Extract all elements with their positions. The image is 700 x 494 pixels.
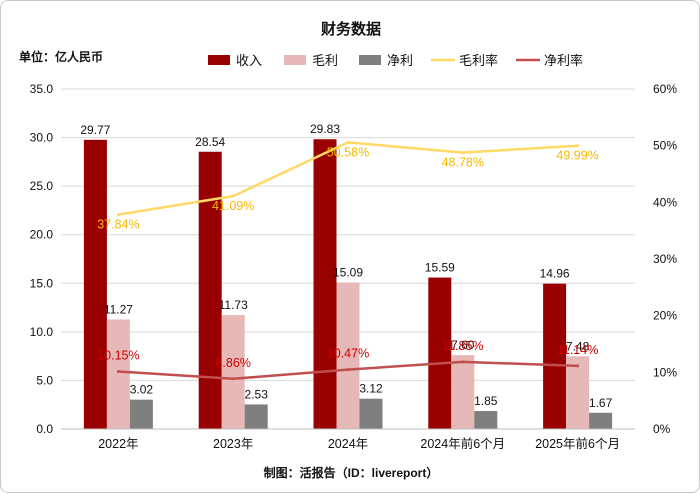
chart-title: 财务数据 — [321, 20, 381, 38]
net-margin-point — [116, 369, 120, 373]
net-margin-data-label: 8.86% — [215, 356, 250, 370]
net-margin-point — [576, 364, 580, 368]
revenue-legend-swatch — [208, 55, 230, 65]
x-tick-label: 2024年前6个月 — [420, 436, 505, 451]
gross-profit-data-label: 7.60 — [451, 338, 475, 352]
x-tick-label: 2024年 — [328, 437, 368, 451]
gross-margin-legend-label: 毛利率 — [459, 53, 498, 68]
gross-profit-bar — [221, 315, 245, 429]
revenue-bar — [83, 139, 107, 429]
revenue-bar — [313, 139, 337, 430]
left-tick-label: 10.0 — [30, 325, 54, 339]
net-margin-point — [231, 377, 235, 381]
revenue-bar — [543, 283, 567, 429]
revenue-bar — [198, 151, 222, 430]
revenue-data-label: 28.54 — [195, 135, 225, 149]
left-tick-label: 20.0 — [30, 228, 54, 242]
net-profit-data-label: 1.67 — [589, 396, 613, 410]
net-profit-legend-swatch — [359, 55, 381, 65]
x-tick-label: 2022年 — [98, 437, 138, 451]
right-tick-label: 60% — [653, 82, 677, 96]
net-margin-data-label: 11.14% — [557, 343, 598, 357]
legend: 收入 毛利 净利 毛利率 净利率 — [208, 53, 583, 68]
line-series-group: 37.84% 41.09% 50.58% 48.78% 49.99% 10.15% 8.86… — [97, 140, 599, 381]
gross-profit-bar — [566, 356, 590, 429]
net-profit-data-label: 3.02 — [130, 383, 154, 397]
net-margin-point — [461, 360, 465, 364]
left-tick-label: 15.0 — [30, 276, 54, 290]
right-tick-label: 20% — [653, 309, 677, 323]
net-profit-bar — [244, 404, 268, 429]
revenue-bar — [428, 277, 452, 429]
gross-profit-bar — [106, 319, 130, 429]
bar-series-group: 29.77 11.27 3.02 28.54 11.73 2.53 29.83 15.09 3.… — [80, 122, 613, 430]
unit-label: 单位：亿人民币 — [19, 49, 103, 64]
gross-profit-data-label: 11.27 — [104, 303, 133, 317]
x-tick-label: 2023年 — [213, 437, 253, 451]
source-note: 制图：活报告（ID：livereport） — [264, 465, 439, 480]
net-profit-data-label: 2.53 — [245, 387, 269, 401]
left-tick-label: 25.0 — [30, 179, 54, 193]
net-margin-point — [346, 368, 350, 372]
gross-margin-point — [461, 151, 465, 155]
gross-margin-data-label: 48.78% — [442, 156, 484, 170]
gross-profit-legend-label: 毛利 — [312, 53, 338, 68]
gross-margin-data-label: 41.09% — [212, 199, 254, 213]
net-profit-data-label: 1.85 — [474, 394, 498, 408]
x-axis: 2022年 2023年 2024年 2024年前6个月 2025年前6个月 — [61, 428, 635, 451]
net-profit-bar — [129, 399, 153, 429]
right-tick-label: 40% — [653, 195, 677, 209]
net-profit-bar — [589, 412, 613, 429]
revenue-data-label: 15.59 — [425, 261, 455, 275]
gross-margin-point — [231, 194, 235, 198]
x-tick-label: 2025年前6个月 — [535, 436, 620, 451]
net-profit-bar — [359, 398, 383, 429]
right-tick-label: 10% — [653, 365, 677, 379]
gross-profit-data-label: 11.73 — [219, 298, 248, 312]
net-profit-data-label: 3.12 — [359, 382, 383, 396]
net-margin-legend-label: 净利率 — [544, 53, 583, 68]
left-tick-label: 5.0 — [36, 373, 53, 387]
left-tick-label: 35.0 — [30, 82, 54, 96]
gross-profit-bar — [451, 355, 475, 429]
gross-margin-data-label: 37.84% — [97, 218, 139, 232]
right-tick-label: 50% — [653, 139, 677, 153]
right-tick-label: 30% — [653, 252, 677, 266]
right-tick-label: 0% — [653, 422, 671, 436]
left-tick-label: 0.0 — [36, 422, 53, 436]
net-profit-legend-label: 净利 — [387, 53, 413, 68]
net-profit-bar — [474, 411, 498, 429]
gross-profit-data-label: 7.48 — [566, 339, 590, 353]
gross-margin-data-label: 50.58% — [327, 145, 369, 159]
gross-margin-point — [346, 140, 350, 144]
left-tick-label: 30.0 — [30, 131, 54, 145]
gross-profit-legend-swatch — [284, 55, 306, 65]
right-axis: 0% 10% 20% 30% 40% 50% 60% — [653, 82, 677, 436]
left-axis: 0.0 5.0 10.0 15.0 20.0 25.0 30.0 35.0 — [30, 82, 54, 436]
gross-margin-point — [576, 144, 580, 148]
revenue-data-label: 14.96 — [540, 267, 570, 281]
gross-margin-data-label: 49.99% — [556, 149, 598, 163]
gross-profit-bar — [336, 282, 360, 429]
net-margin-data-label: 10.47% — [327, 347, 369, 361]
net-margin-data-label: 10.15% — [97, 348, 139, 362]
revenue-data-label: 29.77 — [80, 123, 110, 137]
revenue-legend-label: 收入 — [236, 53, 262, 68]
gross-profit-data-label: 15.09 — [333, 265, 363, 279]
net-margin-data-label: 11.85% — [442, 339, 483, 353]
revenue-data-label: 29.83 — [310, 122, 340, 136]
gross-margin-point — [116, 213, 120, 217]
